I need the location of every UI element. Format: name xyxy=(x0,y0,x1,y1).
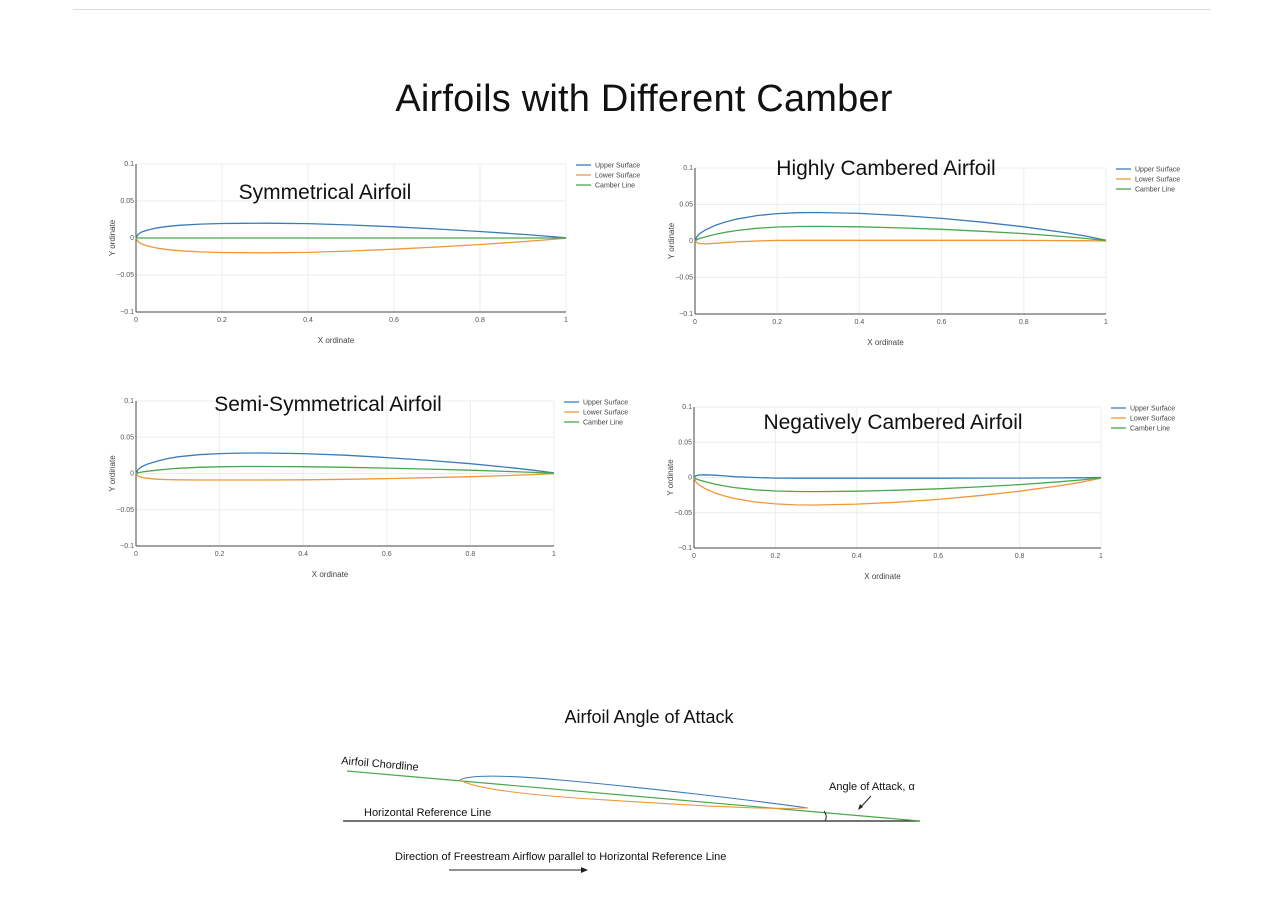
x-tick-label: 0.8 xyxy=(475,317,485,324)
x-tick-label: 0 xyxy=(134,551,138,558)
legend-label-lower-surface: Lower Surface xyxy=(595,173,640,180)
series-line-upper-surface xyxy=(135,452,555,474)
chart-negatively-cambered-airfoil: 0 0.2 0.4 0.6 0.8 1 0.1 0.05 0 −0.05 −0.1 X ordinat… xyxy=(666,404,1175,581)
y-tick-label: −0.05 xyxy=(116,272,134,279)
x-tick-label: 1 xyxy=(1104,319,1108,326)
chart-semi-symmetrical-airfoil: 0 0.2 0.4 0.6 0.8 1 0.1 0.05 0 −0.05 −0.1 X ordinat… xyxy=(108,393,628,579)
legend-label-camber-line: Camber Line xyxy=(1135,187,1175,194)
x-tick-label: 0 xyxy=(693,319,697,326)
y-tick-label: 0.05 xyxy=(678,439,692,446)
y-tick-label: −0.1 xyxy=(120,309,134,316)
legend-label-camber-line: Camber Line xyxy=(595,183,635,190)
legend-label-upper-surface: Upper Surface xyxy=(583,400,628,407)
legend-label-upper-surface: Upper Surface xyxy=(1130,406,1175,413)
x-tick-label: 0.6 xyxy=(937,319,947,326)
x-tick-label: 0.4 xyxy=(852,553,862,560)
x-tick-label: 0.6 xyxy=(389,317,399,324)
y-axis-title: Y ordinate xyxy=(108,455,117,492)
chart-title: Highly Cambered Airfoil xyxy=(776,157,995,180)
x-tick-label: 0.8 xyxy=(1019,319,1029,326)
y-tick-label: 0.1 xyxy=(124,161,134,168)
x-tick-label: 0.6 xyxy=(933,553,943,560)
series-line-upper-surface xyxy=(694,211,1107,242)
legend-label-lower-surface: Lower Surface xyxy=(583,410,628,417)
angle-pointer-arrowhead xyxy=(858,804,863,810)
series-line-lower-surface xyxy=(693,477,1102,506)
x-tick-label: 0.2 xyxy=(217,317,227,324)
airfoil-lower-curve xyxy=(459,779,809,809)
x-axis-title: X ordinate xyxy=(867,338,904,347)
chordline xyxy=(346,770,921,822)
y-tick-label: 0.05 xyxy=(120,434,134,441)
series-line-lower-surface xyxy=(135,237,567,254)
x-axis-title: X ordinate xyxy=(864,572,901,581)
airfoil-upper-curve xyxy=(459,775,809,809)
y-tick-label: 0.1 xyxy=(683,165,693,172)
chart-title: Symmetrical Airfoil xyxy=(239,181,412,204)
x-tick-label: 1 xyxy=(552,551,556,558)
chart-highly-cambered-airfoil: 0 0.2 0.4 0.6 0.8 1 0.1 0.05 0 −0.05 −0.1 X ordinat… xyxy=(667,157,1180,347)
legend-label-upper-surface: Upper Surface xyxy=(595,163,640,170)
x-tick-label: 0 xyxy=(692,553,696,560)
y-tick-label: −0.1 xyxy=(678,545,692,552)
y-tick-label: −0.05 xyxy=(674,510,692,517)
chart-title: Negatively Cambered Airfoil xyxy=(763,411,1022,434)
y-tick-label: −0.05 xyxy=(116,507,134,514)
legend-label-lower-surface: Lower Surface xyxy=(1130,416,1175,423)
x-tick-label: 1 xyxy=(564,317,568,324)
series-line-camber-line xyxy=(694,225,1107,242)
x-tick-label: 0.6 xyxy=(382,551,392,558)
y-tick-label: −0.05 xyxy=(675,275,693,282)
series-line-camber-line xyxy=(693,476,1102,493)
y-tick-label: 0 xyxy=(689,238,693,245)
y-tick-label: 0 xyxy=(688,475,692,482)
x-axis-title: X ordinate xyxy=(312,570,349,579)
series-line-camber-line xyxy=(135,465,555,475)
series-line-lower-surface xyxy=(694,239,1107,245)
y-tick-label: 0.1 xyxy=(682,404,692,411)
y-axis-title: Y ordinate xyxy=(666,459,675,496)
series-line-upper-surface xyxy=(693,474,1102,479)
y-tick-label: 0.1 xyxy=(124,398,134,405)
angle-arc xyxy=(823,810,827,822)
angle-of-attack-diagram: Airfoil Angle of Attack Airfoil Chordlin… xyxy=(341,707,921,873)
x-tick-label: 0.4 xyxy=(298,551,308,558)
x-tick-label: 0.2 xyxy=(772,319,782,326)
y-tick-label: 0 xyxy=(130,235,134,242)
reference-line-label: Horizontal Reference Line xyxy=(364,807,491,819)
top-divider xyxy=(73,9,1211,10)
y-axis-title: Y ordinate xyxy=(108,219,117,256)
x-tick-label: 0.4 xyxy=(303,317,313,324)
y-tick-label: 0.05 xyxy=(120,198,134,205)
angle-of-attack-label: Angle of Attack, α xyxy=(829,781,915,793)
legend-label-lower-surface: Lower Surface xyxy=(1135,177,1180,184)
x-tick-label: 1 xyxy=(1099,553,1103,560)
x-tick-label: 0.2 xyxy=(215,551,225,558)
y-tick-label: 0 xyxy=(130,471,134,478)
page-title: Airfoils with Different Camber xyxy=(395,78,893,120)
series-line-lower-surface xyxy=(135,472,555,481)
legend-label-camber-line: Camber Line xyxy=(583,420,623,427)
x-tick-label: 0.8 xyxy=(1015,553,1025,560)
legend-label-camber-line: Camber Line xyxy=(1130,426,1170,433)
x-tick-label: 0.8 xyxy=(466,551,476,558)
y-tick-label: −0.1 xyxy=(679,311,693,318)
freestream-label: Direction of Freestream Airflow parallel… xyxy=(395,851,726,863)
legend-label-upper-surface: Upper Surface xyxy=(1135,167,1180,174)
x-axis-title: X ordinate xyxy=(318,336,355,345)
x-tick-label: 0 xyxy=(134,317,138,324)
y-axis-title: Y ordinate xyxy=(667,222,676,259)
x-tick-label: 0.2 xyxy=(771,553,781,560)
chart-title: Semi-Symmetrical Airfoil xyxy=(214,393,442,416)
freestream-arrowhead xyxy=(581,867,588,873)
aoa-title: Airfoil Angle of Attack xyxy=(564,707,734,727)
chart-symmetrical-airfoil: 0 0.2 0.4 0.6 0.8 1 0.1 0.05 0 −0.05 −0.1 X ordinat… xyxy=(108,161,640,345)
series-line-upper-surface xyxy=(135,222,567,239)
y-tick-label: −0.1 xyxy=(120,543,134,550)
y-tick-label: 0.05 xyxy=(679,202,693,209)
x-tick-label: 0.4 xyxy=(855,319,865,326)
